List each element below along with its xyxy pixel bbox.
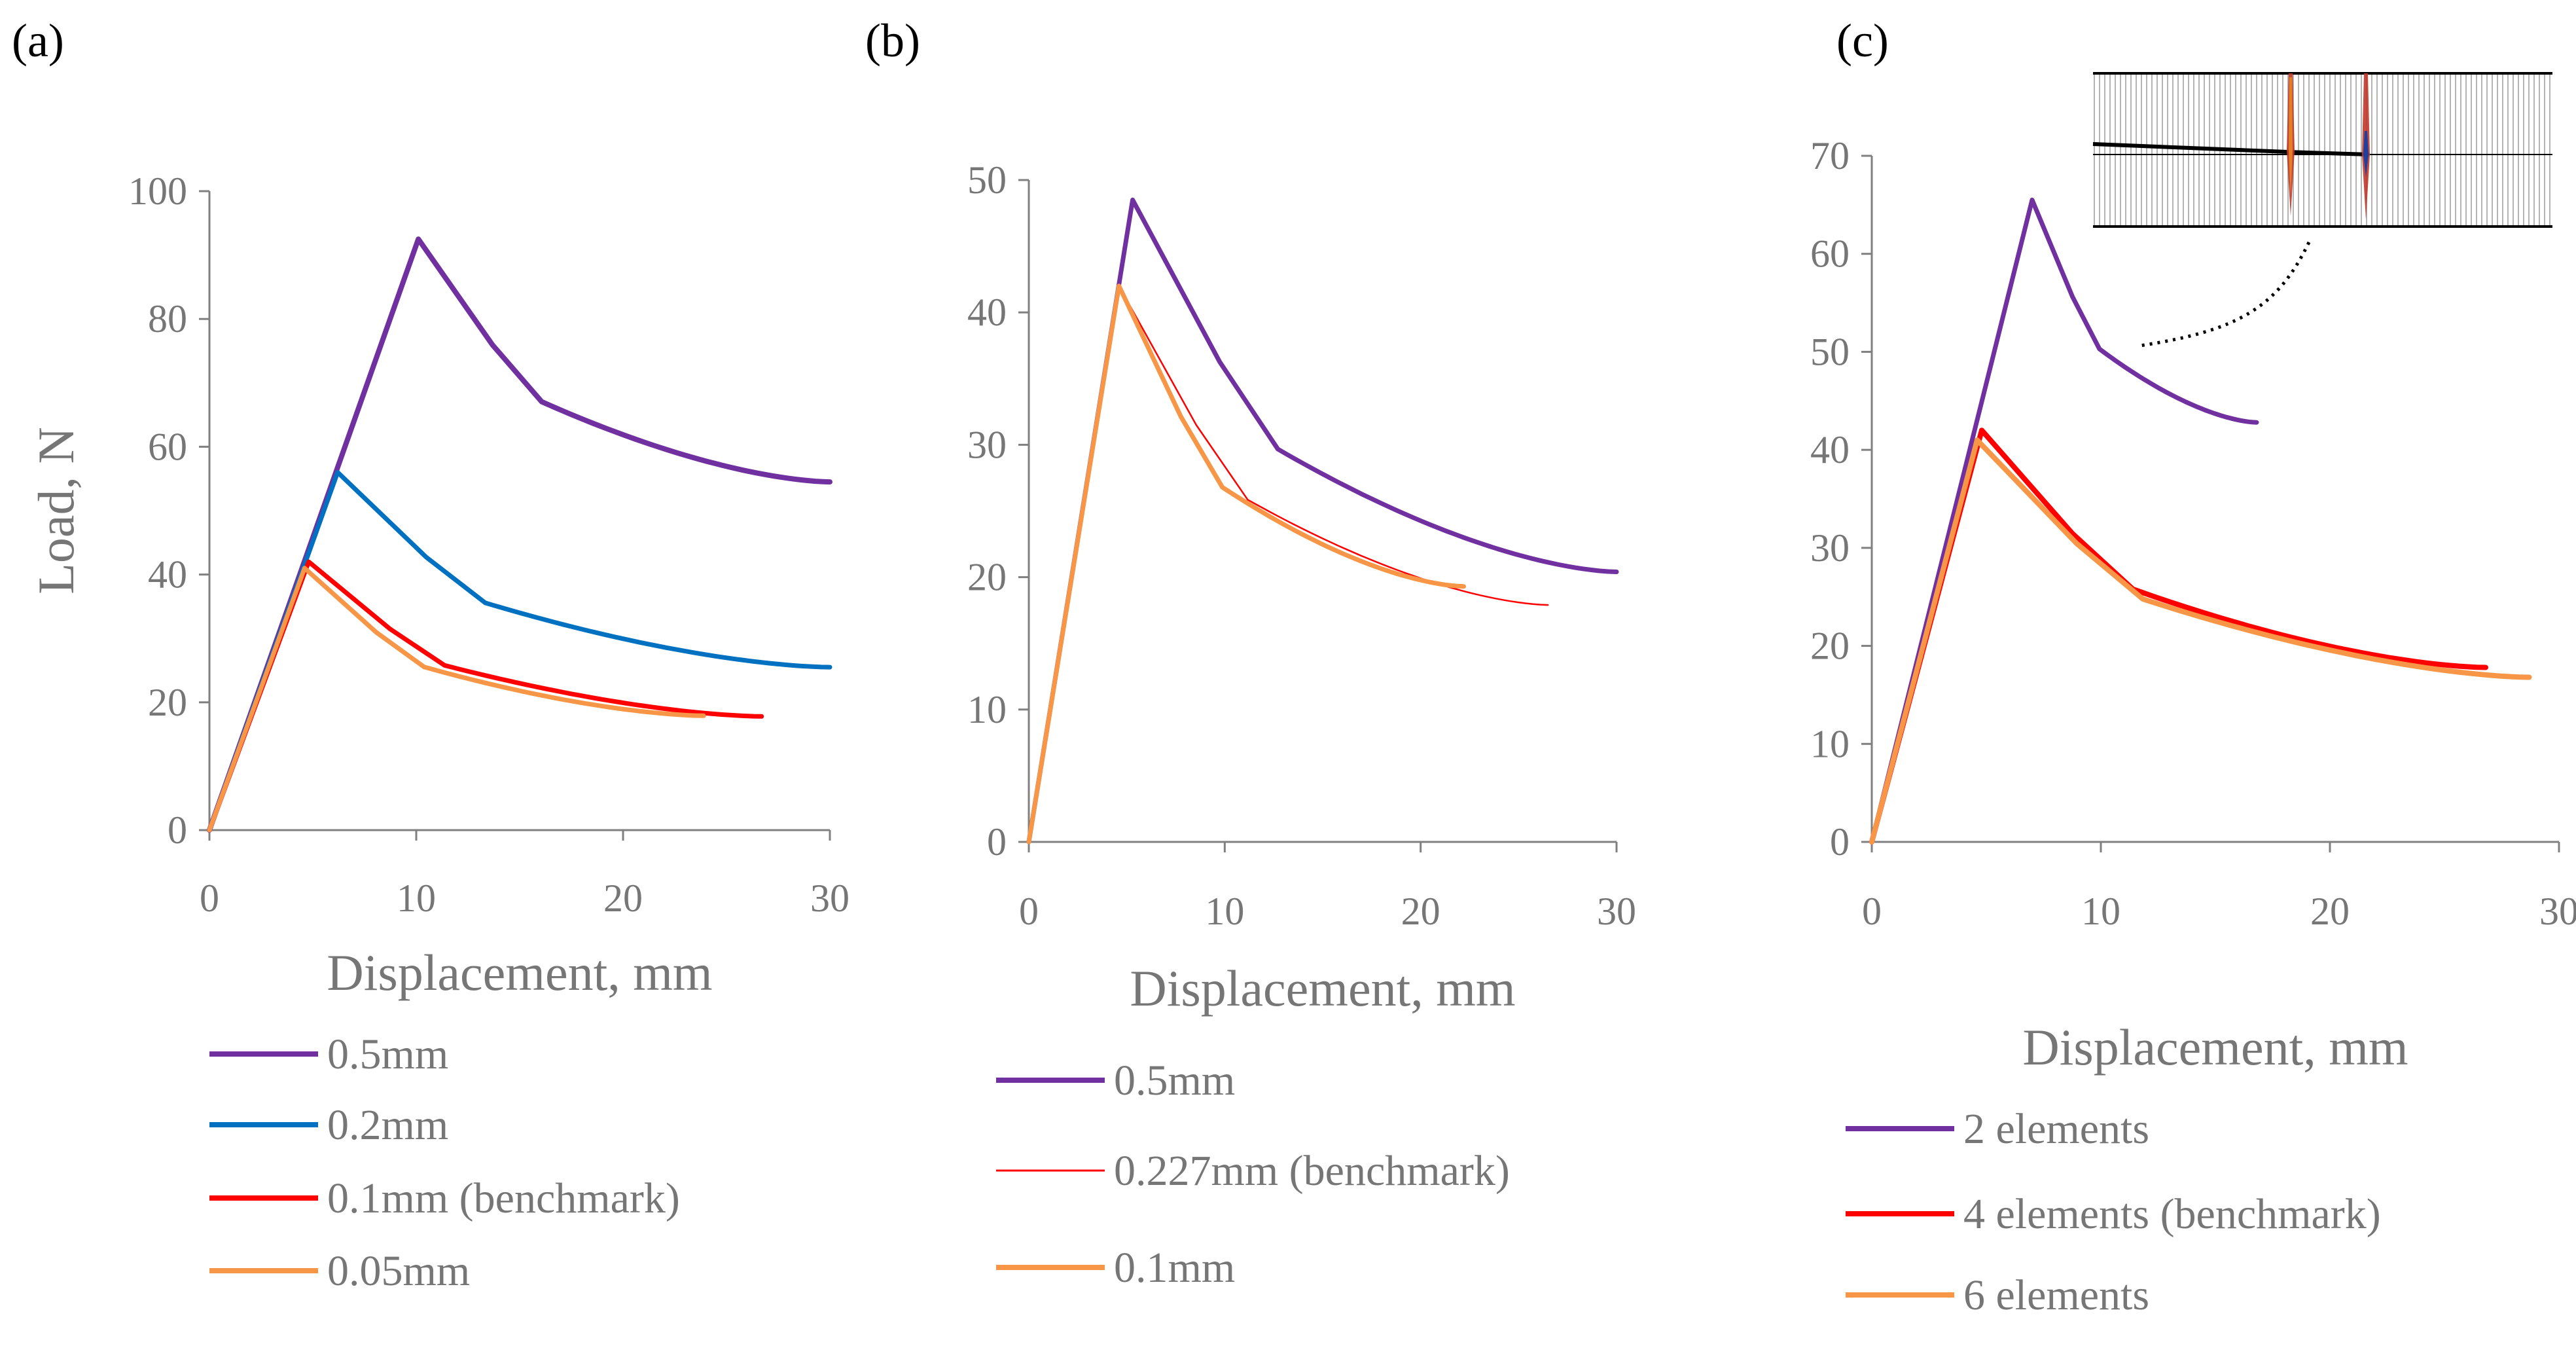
y-tick-label: 10 bbox=[967, 688, 1007, 731]
x-tick-label: 0 bbox=[1862, 890, 1882, 933]
y-tick-label: 70 bbox=[1810, 134, 1850, 177]
panel-label: (c) bbox=[1836, 14, 1889, 67]
panel-label: (b) bbox=[865, 14, 920, 67]
y-axis-title: Load, N bbox=[27, 427, 84, 594]
legend-label-2: 0.2mm bbox=[327, 1101, 448, 1149]
x-tick-label: 20 bbox=[1401, 890, 1440, 933]
mesh-inset-image bbox=[2092, 72, 2552, 348]
legend-label-4: 0.05mm bbox=[327, 1247, 470, 1295]
inset-mesh-lines bbox=[2094, 75, 2550, 225]
legend-label-1: 2 elements bbox=[1963, 1105, 2149, 1153]
y-tick-label: 10 bbox=[1810, 722, 1850, 765]
legend-label-1: 0.5mm bbox=[1114, 1057, 1235, 1104]
x-tick-label: 30 bbox=[2539, 890, 2576, 933]
y-tick-label: 20 bbox=[148, 681, 187, 724]
legend-label-3: 0.1mm bbox=[1114, 1244, 1235, 1292]
y-tick-label: 40 bbox=[148, 553, 187, 596]
y-tick-label: 80 bbox=[148, 297, 187, 340]
y-tick-label: 40 bbox=[967, 291, 1007, 334]
x-tick-label: 30 bbox=[1597, 890, 1636, 933]
legend-label-2: 4 elements (benchmark) bbox=[1963, 1190, 2381, 1238]
series-line-3 bbox=[207, 559, 764, 833]
x-tick-label: 20 bbox=[603, 877, 643, 920]
x-axis-title: Displacement, mm bbox=[2022, 1019, 2408, 1076]
series-line-1 bbox=[1026, 197, 1619, 845]
legend-label-3: 6 elements bbox=[1963, 1271, 2149, 1319]
y-tick-label: 60 bbox=[148, 425, 187, 468]
inset-leader-line bbox=[2139, 241, 2311, 348]
x-tick-label: 30 bbox=[810, 877, 850, 920]
y-tick-label: 100 bbox=[128, 170, 187, 213]
inset-background bbox=[2093, 73, 2552, 228]
inset-damage-zone-2-core bbox=[2363, 131, 2369, 177]
x-tick-label: 0 bbox=[200, 877, 219, 920]
inset-damage-zone-1-core bbox=[2289, 77, 2293, 196]
y-tick-label: 50 bbox=[967, 158, 1007, 202]
legend-label-3: 0.1mm (benchmark) bbox=[327, 1174, 680, 1222]
x-tick-label: 0 bbox=[1019, 890, 1039, 933]
series-line-3 bbox=[1026, 283, 1466, 845]
x-tick-label: 10 bbox=[1205, 890, 1244, 933]
series-line-4 bbox=[207, 566, 706, 833]
y-tick-label: 30 bbox=[1810, 526, 1850, 570]
x-tick-label: 20 bbox=[2310, 890, 2350, 933]
y-tick-label: 0 bbox=[1830, 820, 1850, 864]
series-line-1 bbox=[207, 236, 832, 833]
chart-panel-1: (a) 0 20 40 60 80 100 0 10 20 30 Displacement, mm Lo… bbox=[12, 14, 850, 1295]
panel-label: (a) bbox=[12, 14, 64, 67]
y-tick-label: 40 bbox=[1810, 428, 1850, 471]
series-line-2 bbox=[1028, 285, 1549, 843]
legend-label-2: 0.227mm (benchmark) bbox=[1114, 1147, 1510, 1195]
x-axis-title: Displacement, mm bbox=[327, 944, 712, 1001]
x-axis-title: Displacement, mm bbox=[1130, 960, 1515, 1017]
series-line-2 bbox=[207, 469, 832, 833]
y-tick-label: 30 bbox=[967, 423, 1007, 466]
y-tick-label: 20 bbox=[967, 556, 1007, 599]
x-tick-label: 10 bbox=[397, 877, 436, 920]
y-tick-label: 20 bbox=[1810, 625, 1850, 668]
series-line-1 bbox=[1869, 197, 2259, 845]
series-line-2 bbox=[1869, 427, 2488, 845]
x-tick-label: 10 bbox=[2081, 890, 2120, 933]
y-tick-label: 60 bbox=[1810, 232, 1850, 276]
y-tick-label: 0 bbox=[168, 809, 187, 852]
series-line-3 bbox=[1869, 437, 2532, 845]
legend-label-1: 0.5mm bbox=[327, 1030, 448, 1078]
chart-panel-3: (c) 0 10 20 30 40 50 60 70 0 10 20 30 Displacement, m… bbox=[1810, 14, 2576, 1319]
y-tick-label: 0 bbox=[987, 820, 1007, 864]
y-tick-label: 50 bbox=[1810, 330, 1850, 373]
chart-panel-2: (b) 0 10 20 30 40 50 0 10 20 30 Displacement, mm 0.5… bbox=[865, 14, 1636, 1292]
